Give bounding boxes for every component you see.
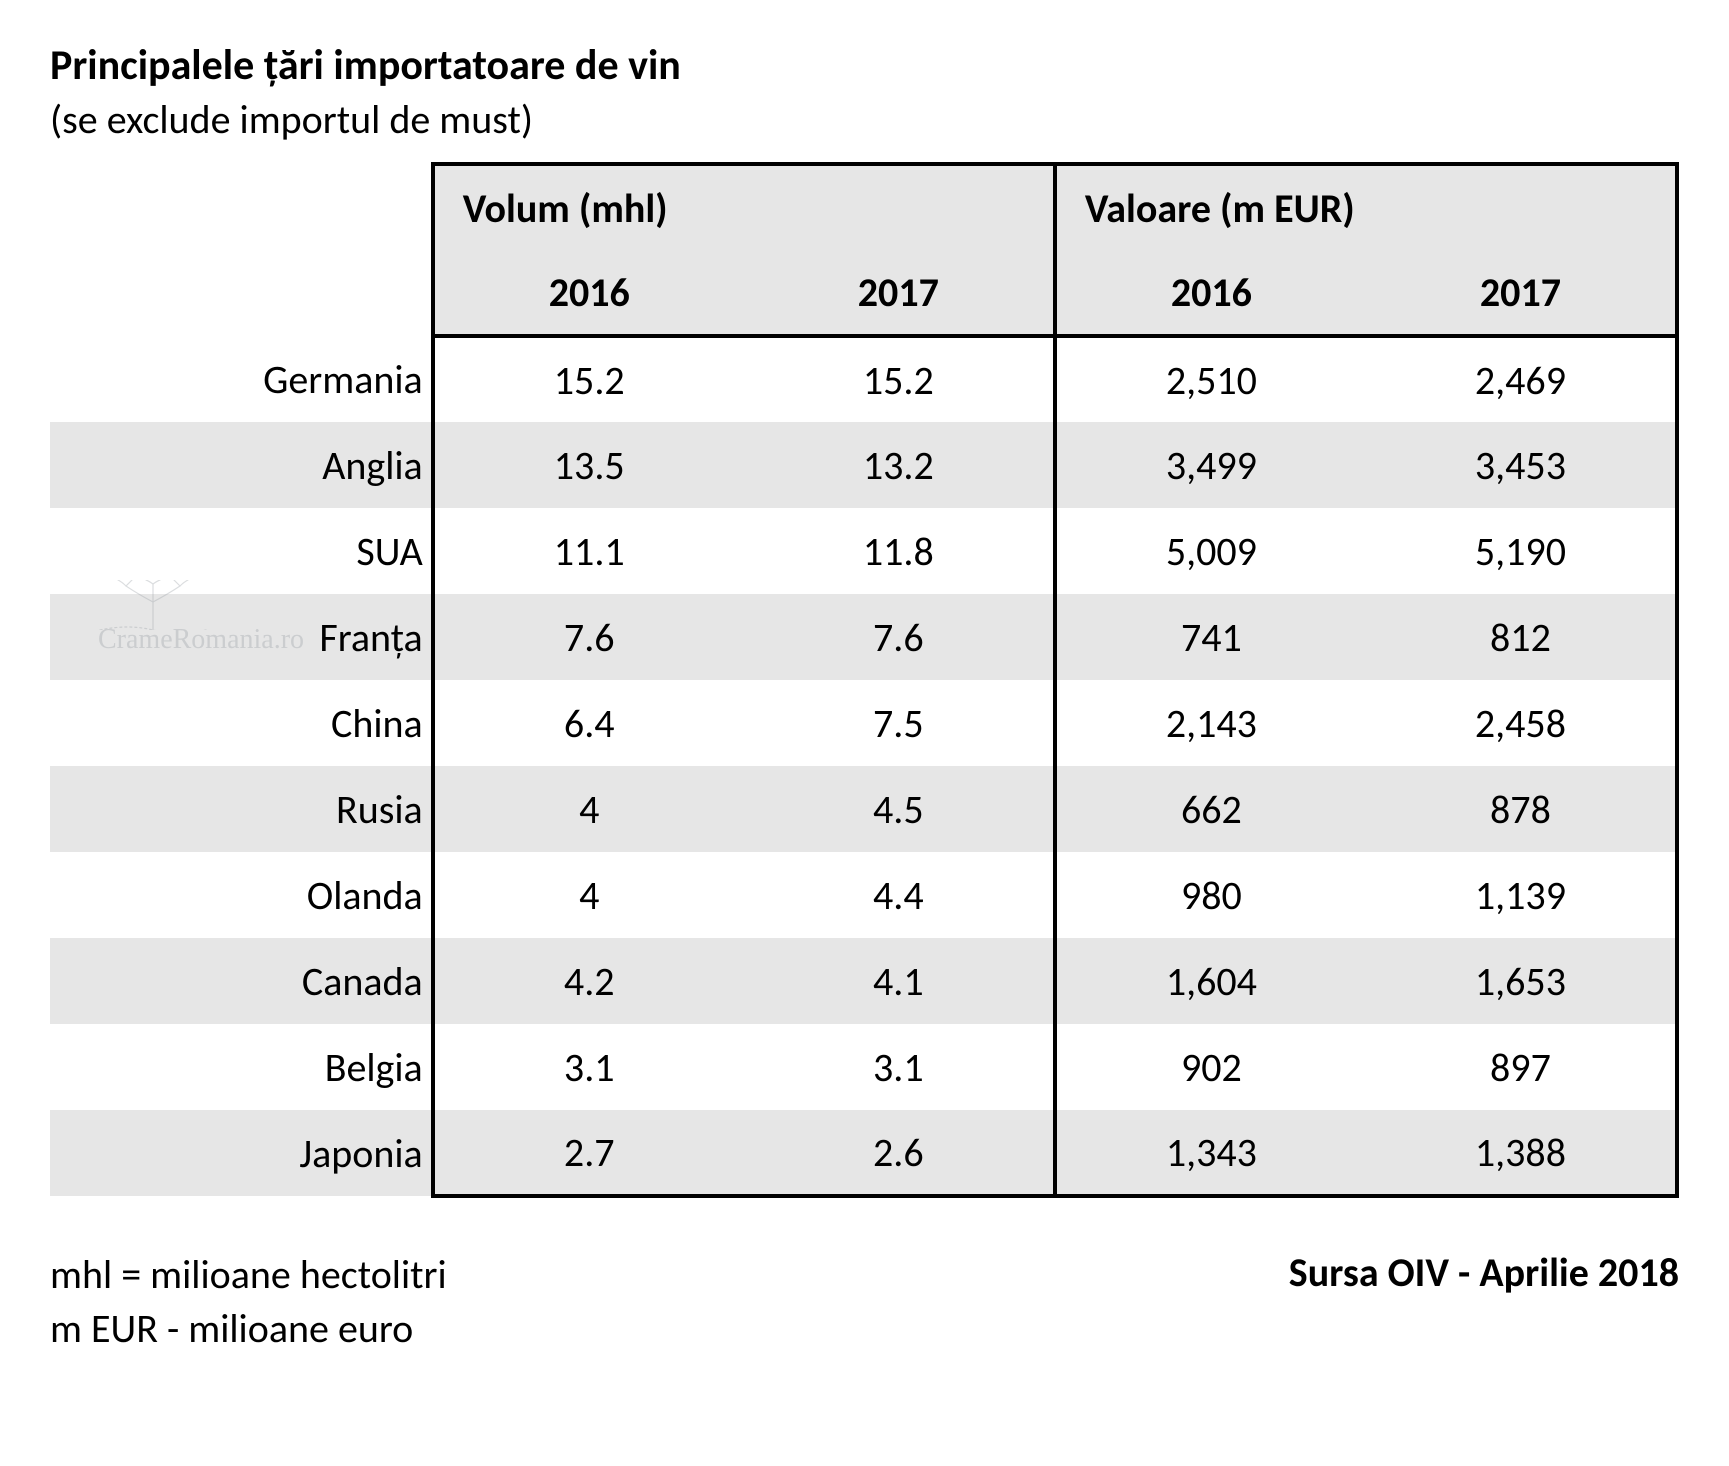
page-title: Principalele țări importatoare de vin: [50, 40, 1679, 91]
table-row: Canada4.24.11,6041,653: [50, 938, 1677, 1024]
header-year: 2017: [1366, 250, 1677, 336]
value-2017-cell: 1,653: [1366, 938, 1677, 1024]
value-2016-cell: 741: [1055, 594, 1366, 680]
value-2016-cell: 902: [1055, 1024, 1366, 1110]
header-year: 2016: [433, 250, 744, 336]
volume-2016-cell: 4: [433, 852, 744, 938]
wine-imports-table: Volum (mhl) Valoare (m EUR) 2016 2017 20…: [50, 162, 1679, 1198]
table-row: Franța7.67.6741812: [50, 594, 1677, 680]
legend-line: mhl = milioane hectolitri: [50, 1248, 447, 1302]
volume-2016-cell: 3.1: [433, 1024, 744, 1110]
table-row: SUA11.111.85,0095,190: [50, 508, 1677, 594]
volume-2016-cell: 4.2: [433, 938, 744, 1024]
value-2017-cell: 3,453: [1366, 422, 1677, 508]
legend-line: m EUR - milioane euro: [50, 1302, 447, 1356]
volume-2016-cell: 2.7: [433, 1110, 744, 1196]
volume-2017-cell: 11.8: [744, 508, 1055, 594]
value-2017-cell: 1,139: [1366, 852, 1677, 938]
table-row: Germania15.215.22,5102,469: [50, 336, 1677, 422]
value-2017-cell: 878: [1366, 766, 1677, 852]
header-value: Valoare (m EUR): [1055, 164, 1677, 250]
country-cell: Franța: [50, 594, 433, 680]
volume-2017-cell: 2.6: [744, 1110, 1055, 1196]
volume-2017-cell: 4.5: [744, 766, 1055, 852]
country-cell: Anglia: [50, 422, 433, 508]
table-header-year-row: 2016 2017 2016 2017: [50, 250, 1677, 336]
volume-2017-cell: 7.5: [744, 680, 1055, 766]
header-year: 2017: [744, 250, 1055, 336]
volume-2016-cell: 13.5: [433, 422, 744, 508]
header-volume: Volum (mhl): [433, 164, 1055, 250]
value-2017-cell: 897: [1366, 1024, 1677, 1110]
value-2016-cell: 2,143: [1055, 680, 1366, 766]
table-body: Germania15.215.22,5102,469Anglia13.513.2…: [50, 336, 1677, 1196]
value-2016-cell: 662: [1055, 766, 1366, 852]
table-row: Belgia3.13.1902897: [50, 1024, 1677, 1110]
value-2017-cell: 1,388: [1366, 1110, 1677, 1196]
header-year: 2016: [1055, 250, 1366, 336]
country-cell: Canada: [50, 938, 433, 1024]
table-row: Japonia2.72.61,3431,388: [50, 1110, 1677, 1196]
volume-2017-cell: 4.1: [744, 938, 1055, 1024]
volume-2017-cell: 7.6: [744, 594, 1055, 680]
volume-2017-cell: 3.1: [744, 1024, 1055, 1110]
volume-2017-cell: 15.2: [744, 336, 1055, 422]
volume-2017-cell: 4.4: [744, 852, 1055, 938]
volume-2016-cell: 15.2: [433, 336, 744, 422]
table-row: Rusia44.5662878: [50, 766, 1677, 852]
source-text: Sursa OIV - Aprilie 2018: [1289, 1248, 1679, 1297]
volume-2016-cell: 4: [433, 766, 744, 852]
country-cell: Japonia: [50, 1110, 433, 1196]
value-2016-cell: 980: [1055, 852, 1366, 938]
volume-2016-cell: 6.4: [433, 680, 744, 766]
country-cell: Olanda: [50, 852, 433, 938]
country-cell: Belgia: [50, 1024, 433, 1110]
value-2016-cell: 3,499: [1055, 422, 1366, 508]
page-subtitle: (se exclude importul de must): [50, 95, 1679, 144]
header-empty: [50, 164, 433, 250]
table-row: Anglia13.513.23,4993,453: [50, 422, 1677, 508]
table-header-group-row: Volum (mhl) Valoare (m EUR): [50, 164, 1677, 250]
value-2017-cell: 2,469: [1366, 336, 1677, 422]
country-cell: SUA: [50, 508, 433, 594]
country-cell: China: [50, 680, 433, 766]
legend: mhl = milioane hectolitri m EUR - milioa…: [50, 1248, 447, 1356]
header-empty: [50, 250, 433, 336]
value-2016-cell: 1,343: [1055, 1110, 1366, 1196]
table-row: China6.47.52,1432,458: [50, 680, 1677, 766]
volume-2016-cell: 11.1: [433, 508, 744, 594]
value-2016-cell: 1,604: [1055, 938, 1366, 1024]
value-2017-cell: 812: [1366, 594, 1677, 680]
volume-2017-cell: 13.2: [744, 422, 1055, 508]
value-2016-cell: 5,009: [1055, 508, 1366, 594]
country-cell: Germania: [50, 336, 433, 422]
table-row: Olanda44.49801,139: [50, 852, 1677, 938]
country-cell: Rusia: [50, 766, 433, 852]
value-2017-cell: 5,190: [1366, 508, 1677, 594]
value-2016-cell: 2,510: [1055, 336, 1366, 422]
volume-2016-cell: 7.6: [433, 594, 744, 680]
value-2017-cell: 2,458: [1366, 680, 1677, 766]
